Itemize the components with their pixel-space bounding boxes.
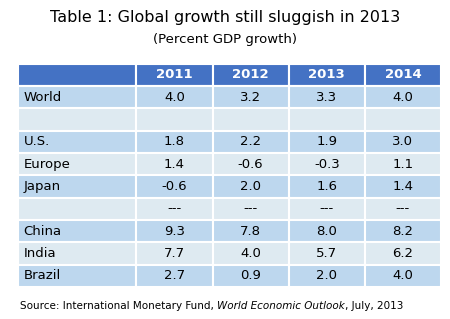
Text: 2.7: 2.7 [164,270,185,282]
Text: (Percent GDP growth): (Percent GDP growth) [153,33,297,47]
Bar [136,265,212,287]
Text: 2.2: 2.2 [240,136,261,148]
Bar [136,175,212,198]
Bar [365,265,441,287]
Text: , July, 2013: , July, 2013 [345,301,404,311]
Text: 1.1: 1.1 [392,158,414,171]
Bar [212,108,289,131]
Text: Europe: Europe [23,158,70,171]
Text: 1.6: 1.6 [316,180,338,193]
Bar [289,175,365,198]
Text: 6.2: 6.2 [392,247,414,260]
Bar [136,220,212,242]
Bar [365,198,441,220]
Bar [18,131,136,153]
Bar [212,220,289,242]
Bar [289,64,365,86]
Bar [212,131,289,153]
Bar [212,86,289,108]
Text: ---: --- [243,203,258,215]
Text: 2.0: 2.0 [316,270,338,282]
Bar [18,86,136,108]
Bar [365,108,441,131]
Bar [18,265,136,287]
Text: 3.3: 3.3 [316,91,338,104]
Text: 2013: 2013 [308,69,345,81]
Text: 2014: 2014 [385,69,421,81]
Text: 2011: 2011 [156,69,193,81]
Text: 1.4: 1.4 [392,180,414,193]
Bar [212,153,289,175]
Text: 9.3: 9.3 [164,225,185,238]
Bar [18,108,136,131]
Bar [18,153,136,175]
Text: 0.9: 0.9 [240,270,261,282]
Bar [18,64,136,86]
Bar [18,175,136,198]
Text: 4.0: 4.0 [392,270,414,282]
Bar [365,131,441,153]
Text: -0.3: -0.3 [314,158,340,171]
Text: 7.8: 7.8 [240,225,261,238]
Bar [212,198,289,220]
Bar [365,64,441,86]
Text: World Economic Outlook: World Economic Outlook [217,301,345,311]
Text: 4.0: 4.0 [164,91,185,104]
Text: Table 1: Global growth still sluggish in 2013: Table 1: Global growth still sluggish in… [50,10,400,25]
Bar [136,242,212,265]
Text: 2012: 2012 [232,69,269,81]
Bar [365,242,441,265]
Bar [18,198,136,220]
Bar [136,86,212,108]
Text: 2.0: 2.0 [240,180,261,193]
Bar [289,86,365,108]
Bar [289,198,365,220]
Text: 5.7: 5.7 [316,247,338,260]
Bar [289,108,365,131]
Text: 8.2: 8.2 [392,225,414,238]
Text: 1.4: 1.4 [164,158,185,171]
Text: 3.0: 3.0 [392,136,414,148]
Bar [136,198,212,220]
Text: India: India [23,247,56,260]
Bar [289,242,365,265]
Text: -0.6: -0.6 [238,158,263,171]
Text: U.S.: U.S. [23,136,50,148]
Bar [136,131,212,153]
Bar [289,265,365,287]
Bar [365,175,441,198]
Bar [212,175,289,198]
Bar [365,153,441,175]
Bar [365,220,441,242]
Text: 8.0: 8.0 [316,225,337,238]
Bar [289,131,365,153]
Bar [18,242,136,265]
Text: Source: International Monetary Fund,: Source: International Monetary Fund, [20,301,217,311]
Text: 4.0: 4.0 [392,91,414,104]
Bar [136,153,212,175]
Text: 7.7: 7.7 [164,247,185,260]
Text: ---: --- [396,203,410,215]
Bar [212,265,289,287]
Bar [365,86,441,108]
Bar [18,220,136,242]
Text: China: China [23,225,62,238]
Bar [136,64,212,86]
Text: Brazil: Brazil [23,270,61,282]
Text: ---: --- [320,203,334,215]
Text: 4.0: 4.0 [240,247,261,260]
Text: 1.9: 1.9 [316,136,338,148]
Text: 1.8: 1.8 [164,136,185,148]
Text: 3.2: 3.2 [240,91,261,104]
Text: -0.6: -0.6 [162,180,187,193]
Bar [212,64,289,86]
Bar [289,153,365,175]
Bar [212,242,289,265]
Bar [136,108,212,131]
Text: Japan: Japan [23,180,60,193]
Text: ---: --- [167,203,182,215]
Text: World: World [23,91,62,104]
Bar [289,220,365,242]
